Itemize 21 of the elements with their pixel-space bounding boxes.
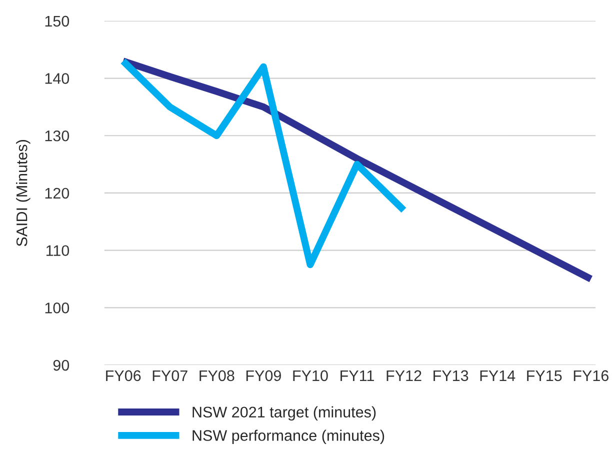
- x-tick-label: FY15: [527, 370, 562, 382]
- x-tick-label: FY13: [434, 370, 468, 382]
- y-tick-label: 110: [46, 245, 70, 256]
- legend-label: NSW 2021 target (minutes): [192, 406, 376, 421]
- x-tick-label: FY10: [293, 370, 328, 382]
- x-tick-label: FY06: [106, 370, 141, 382]
- y-tick-label: 150: [45, 16, 70, 27]
- x-tick-label: FY14: [480, 370, 516, 381]
- y-tick-label: 120: [45, 188, 70, 199]
- y-tick-label: 140: [45, 73, 70, 84]
- y-tick-label: 130: [45, 130, 70, 142]
- x-tick-label: FY08: [200, 370, 234, 382]
- y-axis-title: SAIDI (Minutes): [16, 140, 30, 246]
- x-tick-label: FY09: [246, 370, 281, 382]
- legend-label: NSW performance (minutes): [192, 430, 384, 444]
- x-tick-label: FY07: [152, 370, 188, 382]
- x-tick-label: FY11: [340, 370, 374, 381]
- y-tick-label: 90: [53, 360, 70, 371]
- x-tick-label: FY16: [574, 370, 608, 382]
- x-tick-label: FY12: [386, 370, 422, 381]
- y-tick-label: 100: [45, 302, 70, 314]
